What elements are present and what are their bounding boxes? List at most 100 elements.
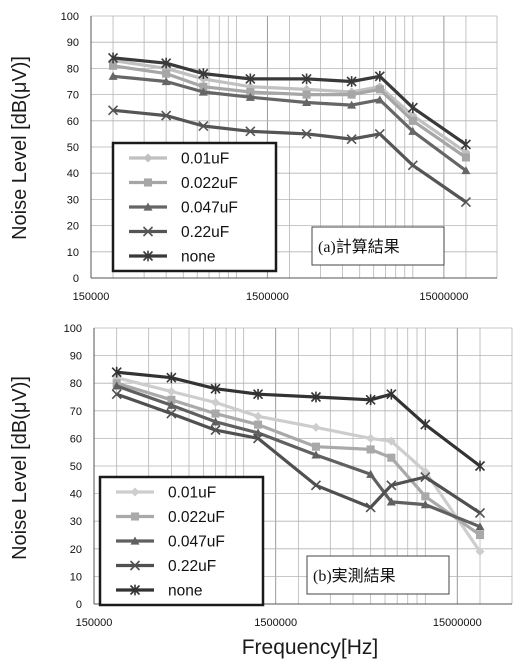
data-point (475, 522, 485, 531)
data-point (420, 500, 430, 509)
data-point (366, 433, 376, 443)
data-point (387, 453, 396, 462)
legend-marker (143, 153, 153, 163)
data-point (166, 400, 176, 409)
x-tick-label: 15000000 (419, 291, 468, 303)
data-point (302, 90, 311, 99)
y-tick-label: 90 (67, 37, 79, 49)
caption-box (311, 226, 445, 266)
data-point (301, 128, 312, 139)
data-point (198, 68, 209, 80)
data-point (461, 153, 470, 162)
legend-label: 0.022uF (181, 175, 238, 192)
y-tick-label: 100 (61, 11, 79, 23)
y-tick-label: 70 (70, 406, 82, 418)
legend-marker (143, 202, 153, 211)
y-tick-label: 100 (64, 323, 82, 335)
y-tick-label: 80 (67, 63, 79, 75)
data-point (365, 502, 376, 513)
y-tick-label: 50 (70, 461, 82, 473)
data-point (420, 471, 431, 483)
y-tick-label: 30 (70, 516, 82, 528)
x-tick-label: 1500000 (254, 617, 297, 629)
legend-marker (130, 512, 140, 521)
data-point (252, 433, 264, 444)
x-tick-label: 15000000 (433, 617, 482, 629)
y-tick-label: 40 (70, 489, 82, 501)
data-point (246, 87, 255, 97)
data-point (347, 100, 357, 109)
data-point (475, 547, 485, 557)
legend-box (111, 141, 278, 273)
data-point (108, 61, 118, 70)
y-tick-label: 20 (67, 221, 79, 233)
data-point (162, 69, 171, 78)
legend-marker (129, 560, 141, 571)
legend-label: 0.047uF (181, 200, 238, 217)
series-022uf (111, 389, 486, 518)
data-point (374, 70, 385, 82)
data-point (211, 398, 221, 408)
data-point (347, 90, 356, 99)
data-point (366, 445, 375, 454)
data-point (475, 530, 485, 540)
data-point (386, 480, 397, 491)
data-point (108, 71, 118, 80)
y-axis-title: Noise Level [dB(μV)] (9, 376, 31, 560)
legend: 0.01uF 0.022uF 0.047uF 0.22uF none (98, 475, 265, 607)
x-tick-label: 1500000 (246, 291, 289, 303)
data-point (111, 366, 122, 378)
legend-marker (142, 250, 154, 262)
data-point (254, 420, 263, 429)
data-point (408, 116, 417, 125)
legend-marker (142, 226, 154, 237)
data-point (161, 57, 172, 69)
legend-marker (143, 178, 153, 187)
x-tick-label: 150000 (76, 617, 113, 629)
legend-label: 0.047uF (168, 534, 225, 551)
data-point (252, 388, 264, 400)
data-point (375, 85, 384, 94)
data-point (245, 92, 255, 101)
data-point (460, 138, 471, 150)
data-point (111, 389, 122, 400)
chart-panel-b: 150000 1500000 15000000 0 10 20 30 40 50 60 70 80 90… (9, 323, 513, 629)
data-point (210, 383, 221, 395)
x-tick-label: 150000 (73, 291, 110, 303)
data-point (166, 408, 177, 419)
data-point (421, 492, 430, 501)
data-point (311, 442, 321, 451)
data-point (199, 82, 208, 91)
data-point (211, 409, 220, 418)
caption-text: (a)計算結果 (318, 237, 400, 256)
legend-label: 0.01uF (168, 485, 216, 502)
y-tick-label: 30 (67, 194, 79, 206)
data-point (407, 102, 418, 114)
series-none (111, 366, 486, 472)
legend: 0.01uF 0.022uF 0.047uF 0.22uF none (111, 141, 278, 273)
data-point (167, 395, 176, 404)
y-tick-label: 40 (67, 168, 79, 180)
data-point (420, 419, 431, 430)
data-point (386, 388, 397, 400)
data-point (407, 160, 418, 171)
data-point (408, 126, 418, 135)
data-point (161, 110, 172, 121)
series-0047uf (108, 71, 471, 175)
data-point (210, 425, 221, 436)
data-point (365, 394, 376, 406)
y-tick-label: 10 (67, 247, 79, 259)
y-tick-label: 80 (70, 378, 82, 390)
data-point (302, 97, 312, 107)
y-tick-label: 60 (67, 116, 79, 128)
x-axis-label: Frequency[Hz] (242, 636, 379, 659)
y-axis-title: Noise Level [dB(μV)] (9, 56, 31, 240)
legend-marker (130, 487, 140, 497)
data-point (310, 480, 322, 491)
data-point (386, 497, 396, 506)
data-point (346, 76, 357, 87)
y-tick-label: 0 (76, 599, 82, 611)
data-point (311, 450, 321, 459)
data-point (166, 372, 177, 384)
